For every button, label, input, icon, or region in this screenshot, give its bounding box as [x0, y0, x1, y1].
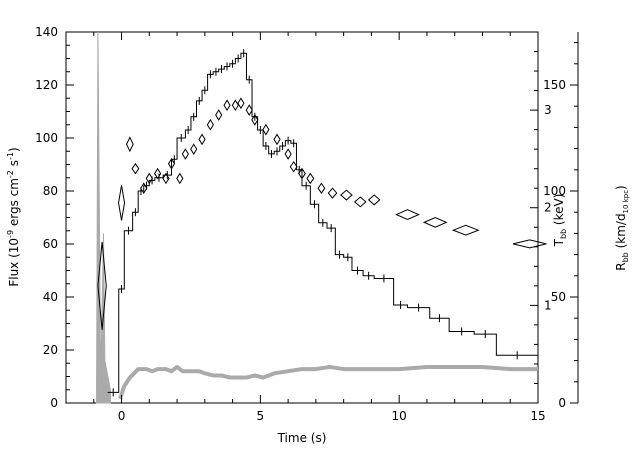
radius-tick-label: 150: [543, 78, 566, 92]
flux-tick-label: 100: [35, 131, 58, 145]
temperature-point: [206, 118, 214, 131]
temperature-point: [367, 194, 381, 206]
x-tick-label: 10: [392, 409, 407, 423]
temperature-tick-label: 3: [544, 103, 552, 117]
flux-tick-label: 20: [43, 343, 58, 357]
temperature-point: [176, 172, 184, 185]
temperature-point: [131, 162, 140, 175]
flux-label-exp: -2: [6, 170, 15, 178]
flux-series: [107, 49, 538, 397]
temperature-series: [97, 97, 547, 330]
flux-tick-label: 140: [35, 25, 58, 39]
temperature-point: [353, 196, 367, 208]
temperature-axis: 1 2 3: [530, 31, 552, 384]
temperature-point: [125, 136, 134, 153]
temperature-point: [289, 160, 298, 173]
temperature-point: [223, 99, 231, 112]
temperature-point: [190, 143, 198, 155]
temperature-point: [118, 185, 126, 221]
temperature-point: [298, 167, 306, 180]
flux-label-part: ergs cm: [7, 178, 21, 230]
temperature-point: [198, 133, 206, 146]
x-axis: 0 5 10 15: [93, 32, 546, 423]
flux-label-part: ): [7, 147, 21, 152]
x-tick-label: 15: [530, 409, 545, 423]
radius-tick-label: 100: [543, 184, 566, 198]
temperature-point: [284, 148, 292, 160]
flux-label-part: Flux (10: [7, 238, 21, 287]
x-tick-label: 5: [257, 409, 265, 423]
kt-label-part: T: [552, 238, 566, 247]
temperature-point: [245, 104, 253, 116]
temperature-point: [181, 148, 189, 160]
temperature-point: [162, 172, 170, 185]
radius-tick-label: 0: [558, 396, 566, 410]
r-label-part: ): [614, 185, 628, 190]
temperature-point: [395, 209, 420, 220]
flux-axis-label: Flux (10-9 ergs cm-2 s-1): [6, 147, 21, 286]
temperature-axis-label: Tbb (keV): [552, 194, 568, 248]
radius-line: [118, 364, 538, 400]
radius-axis: 0 50 100 150: [543, 32, 579, 410]
temperature-point: [251, 114, 259, 126]
temperature-point: [512, 239, 547, 249]
temperature-point: [340, 189, 353, 201]
flux-axis: 0 20 40 60 80 100 120 140: [35, 25, 74, 410]
plot-area: [65, 31, 547, 404]
temperature-point: [262, 123, 270, 136]
flux-tick-label: 40: [43, 290, 58, 304]
kt-label-sub: bb: [559, 229, 568, 239]
plot-frame: [65, 31, 539, 404]
temperature-point: [167, 157, 176, 170]
r-label-part: R: [614, 262, 628, 270]
temperature-point: [145, 172, 153, 185]
flux-label-exp: -9: [6, 230, 15, 238]
radius-axis-label: Rbb (km/d10 kpc): [614, 185, 630, 270]
temperature-tick-label: 1: [544, 298, 552, 312]
radius-spike: [96, 31, 111, 404]
r-label-sub: bb: [621, 252, 630, 262]
x-tick-label: 0: [118, 409, 126, 423]
temperature-point: [327, 187, 338, 199]
temperature-point: [422, 216, 448, 228]
flux-tick-label: 120: [35, 78, 58, 92]
temperature-point: [306, 172, 315, 185]
r-label-part: (km/d: [614, 213, 628, 252]
temperature-point: [317, 182, 326, 194]
temperature-point: [97, 241, 107, 330]
radius-series: [96, 31, 538, 404]
flux-tick-label: 80: [43, 184, 58, 198]
temperature-point: [154, 167, 162, 180]
temperature-point: [231, 99, 239, 112]
temperature-point: [140, 182, 148, 195]
flux-tick-label: 60: [43, 237, 58, 251]
kt-label-part: (keV): [552, 194, 566, 229]
flux-tick-label: 0: [50, 396, 58, 410]
temperature-point: [237, 97, 245, 110]
temperature-point: [215, 109, 223, 121]
flux-label-exp: -1: [6, 152, 15, 160]
x-axis-label: Time (s): [277, 431, 327, 445]
radius-tick-label: 50: [551, 290, 566, 304]
temperature-tick-label: 2: [544, 201, 552, 215]
temperature-point: [273, 133, 281, 146]
r-label-sub: 10 kpc: [622, 190, 630, 214]
flux-label-part: s: [7, 160, 21, 170]
temperature-point: [451, 224, 480, 236]
